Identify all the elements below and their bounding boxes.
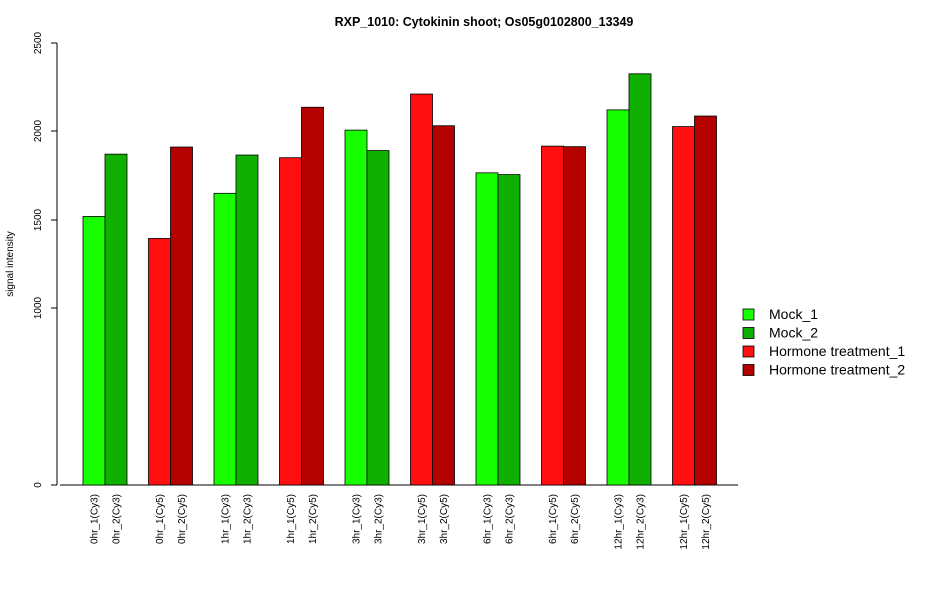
bar <box>213 192 237 486</box>
bar <box>82 216 106 486</box>
bar <box>235 154 259 486</box>
y-tick-label: 1500 <box>33 208 44 231</box>
x-tick-label: 0hr_2(Cy3) <box>112 494 123 544</box>
x-tick-label: 12hr_1(Cy3) <box>614 494 625 550</box>
legend-swatch <box>742 308 755 321</box>
bar <box>344 129 368 486</box>
legend-label: Hormone treatment_2 <box>769 362 905 378</box>
bar <box>170 146 193 486</box>
legend-label: Mock_2 <box>769 325 818 341</box>
x-tick-label: 6hr_1(Cy3) <box>483 494 494 544</box>
plot-area: 0 1000 1500 2000 2500 0hr_1(Cy3) 0hr_2(Cy3) 0hr… <box>33 31 738 550</box>
bar <box>563 146 586 486</box>
x-tick-label: 6hr_1(Cy5) <box>548 494 559 544</box>
bar <box>541 145 564 486</box>
bar <box>497 174 521 486</box>
chart-title: RXP_1010: Cytokinin shoot; Os05g0102800_… <box>335 15 634 29</box>
bar <box>104 153 128 486</box>
y-tick-label: 0 <box>33 482 44 488</box>
x-tick-label: 12hr_1(Cy5) <box>679 494 690 550</box>
bar <box>432 125 455 486</box>
x-tick-label: 1hr_1(Cy5) <box>286 494 297 544</box>
x-tick-label: 3hr_1(Cy3) <box>352 494 363 544</box>
bar <box>148 238 171 486</box>
x-tick-label: 1hr_2(Cy3) <box>243 494 254 544</box>
x-tick-label: 1hr_2(Cy5) <box>308 494 319 544</box>
x-tick-label: 3hr_2(Cy5) <box>439 494 450 544</box>
legend-swatch <box>742 364 755 376</box>
bar <box>301 106 324 486</box>
x-tick-label: 6hr_2(Cy3) <box>505 494 516 544</box>
legend-swatch <box>742 345 755 358</box>
bar <box>366 150 390 486</box>
legend: Mock_1 Mock_2 Hormone treatment_1 Hormone t… <box>742 306 905 378</box>
bar <box>628 73 652 486</box>
x-tick-label: 3hr_2(Cy3) <box>374 494 385 544</box>
x-tick-label: 0hr_1(Cy3) <box>90 494 101 544</box>
bar <box>694 115 717 486</box>
bar <box>606 109 630 486</box>
y-tick-label: 2000 <box>33 119 44 142</box>
bar <box>410 93 433 486</box>
legend-label: Mock_1 <box>769 306 818 322</box>
bar <box>279 157 302 486</box>
legend-swatch <box>742 327 755 339</box>
bar <box>475 172 499 486</box>
legend-label: Hormone treatment_1 <box>769 343 905 359</box>
x-tick-label: 1hr_1(Cy3) <box>221 494 232 544</box>
x-tick-label: 6hr_2(Cy5) <box>570 494 581 544</box>
x-tick-label: 12hr_2(Cy5) <box>701 494 712 550</box>
bar <box>672 126 695 486</box>
x-tick-label: 0hr_1(Cy5) <box>155 494 166 544</box>
x-tick-label: 3hr_1(Cy5) <box>417 494 428 544</box>
y-tick-label: 1000 <box>33 296 44 319</box>
x-tick-label: 12hr_2(Cy3) <box>636 494 647 550</box>
y-axis-label: signal intensity <box>5 231 16 297</box>
x-tick-label: 0hr_2(Cy5) <box>177 494 188 544</box>
y-tick-label: 2500 <box>33 31 44 54</box>
